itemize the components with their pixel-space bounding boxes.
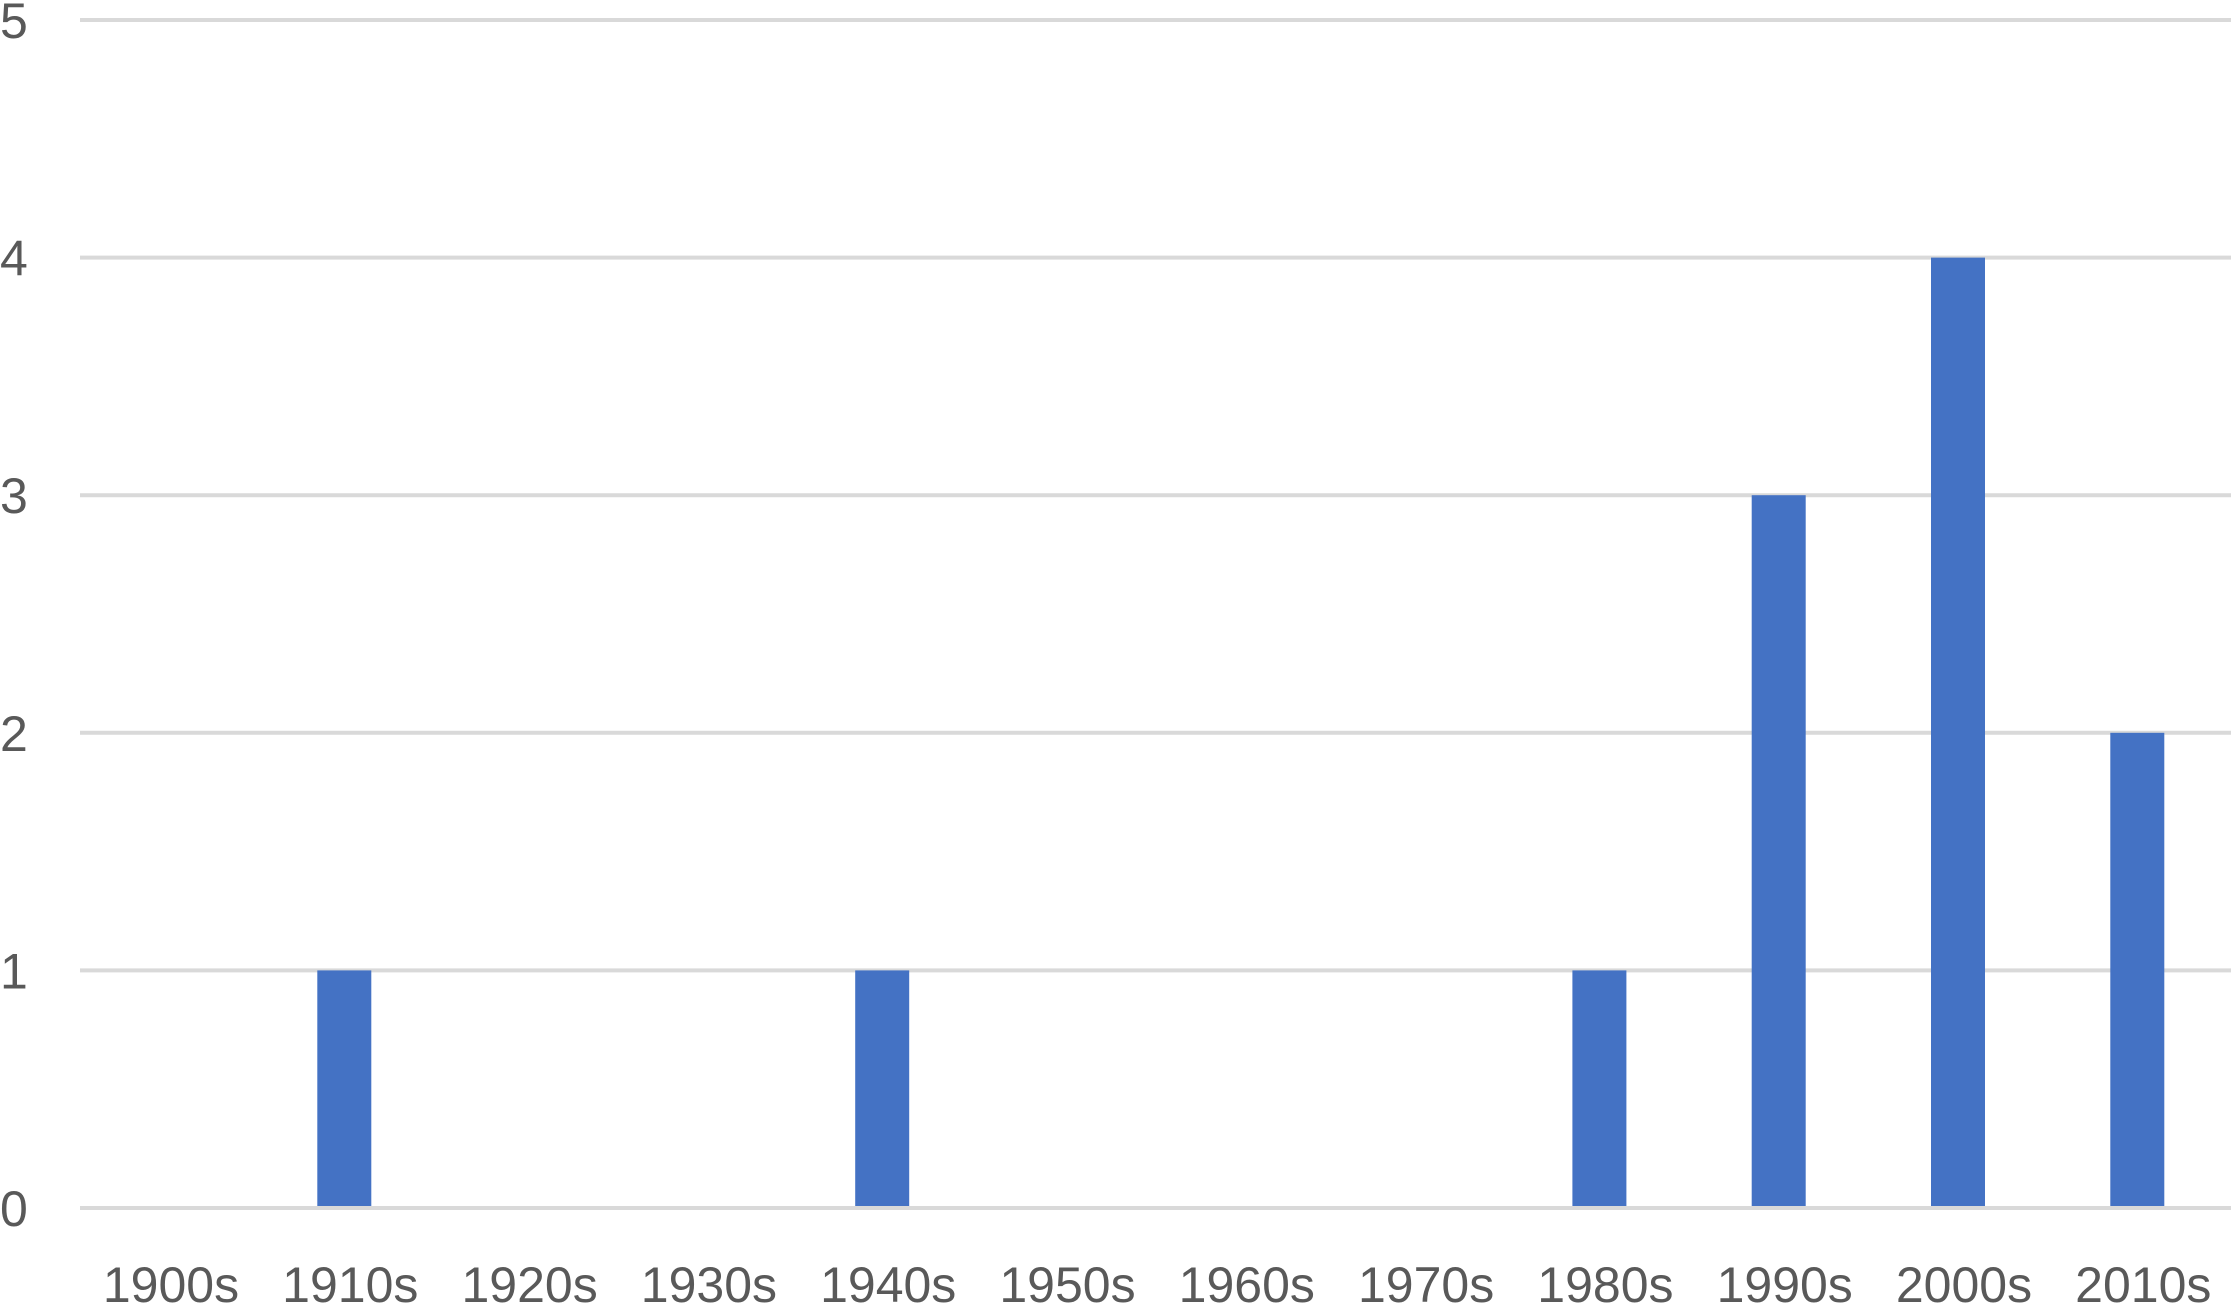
x-tick-label: 2000s (1896, 1257, 2032, 1305)
bar-2010s (2110, 732, 2165, 1206)
x-tick-label: 1930s (641, 1257, 777, 1305)
x-tick-label: 1900s (103, 1257, 239, 1305)
gridlines (80, 18, 2231, 1210)
bar-1980s (1572, 970, 1627, 1206)
bar-1990s (1751, 495, 1806, 1206)
x-tick-label: 1980s (1537, 1257, 1673, 1305)
x-tick-label: 1910s (282, 1257, 418, 1305)
bar-1910s (317, 970, 372, 1206)
x-tick-label: 1990s (1717, 1257, 1853, 1305)
bars (317, 257, 2165, 1207)
y-tick-label: 3 (0, 468, 28, 524)
y-tick-label: 2 (0, 706, 28, 762)
bar-1940s (855, 970, 910, 1206)
x-tick-label: 1950s (999, 1257, 1135, 1305)
y-tick-label: 0 (0, 1181, 28, 1237)
y-axis-tick-labels: 0 1 2 3 4 5 (0, 0, 28, 1237)
x-axis-tick-labels: 1900s 1910s 1920s 1930s 1940s 1950s 1960s 1970s… (103, 1257, 2212, 1305)
x-tick-label: 1970s (1358, 1257, 1494, 1305)
x-tick-label: 1940s (820, 1257, 956, 1305)
x-tick-label: 1920s (461, 1257, 597, 1305)
y-tick-label: 1 (0, 943, 28, 999)
x-tick-label: 2010s (2075, 1257, 2211, 1305)
y-tick-label: 4 (0, 231, 28, 287)
y-tick-label: 5 (0, 0, 28, 49)
bar-2000s (1931, 257, 1985, 1207)
x-tick-label: 1960s (1179, 1257, 1315, 1305)
